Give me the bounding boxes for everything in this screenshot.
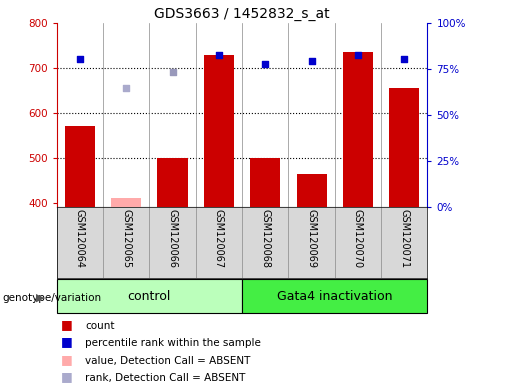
Text: GSM120070: GSM120070: [353, 210, 363, 269]
Point: [76, 56, 84, 62]
Bar: [297, 174, 327, 207]
Bar: [343, 52, 373, 207]
Point: [354, 51, 362, 58]
Point: [400, 56, 408, 62]
Text: GSM120065: GSM120065: [121, 210, 131, 269]
Bar: [242, 279, 427, 313]
Bar: [389, 88, 419, 207]
Text: value, Detection Call = ABSENT: value, Detection Call = ABSENT: [85, 356, 250, 366]
Text: ■: ■: [61, 336, 73, 348]
Text: Gata4 inactivation: Gata4 inactivation: [277, 290, 392, 303]
Bar: [158, 158, 187, 207]
Text: ■: ■: [61, 370, 73, 382]
Title: GDS3663 / 1452832_s_at: GDS3663 / 1452832_s_at: [154, 7, 330, 21]
Bar: [250, 158, 280, 207]
Bar: [65, 126, 95, 207]
Text: ▶: ▶: [36, 293, 45, 303]
Text: GSM120067: GSM120067: [214, 210, 224, 269]
Text: GSM120071: GSM120071: [399, 210, 409, 269]
Text: genotype/variation: genotype/variation: [3, 293, 101, 303]
Text: GSM120066: GSM120066: [167, 210, 178, 268]
Text: ■: ■: [61, 318, 73, 331]
Text: GSM120069: GSM120069: [306, 210, 317, 268]
Bar: [204, 55, 234, 207]
Text: GSM120064: GSM120064: [75, 210, 85, 268]
Point: [122, 85, 130, 91]
Point: [307, 58, 316, 65]
Text: count: count: [85, 321, 115, 331]
Point: [168, 70, 177, 76]
Text: GSM120068: GSM120068: [260, 210, 270, 268]
Bar: [111, 199, 141, 207]
Text: percentile rank within the sample: percentile rank within the sample: [85, 338, 261, 348]
Bar: [57, 279, 242, 313]
Text: control: control: [128, 290, 171, 303]
Text: ■: ■: [61, 353, 73, 366]
Point: [261, 60, 269, 66]
Text: rank, Detection Call = ABSENT: rank, Detection Call = ABSENT: [85, 372, 246, 382]
Point: [215, 51, 223, 58]
